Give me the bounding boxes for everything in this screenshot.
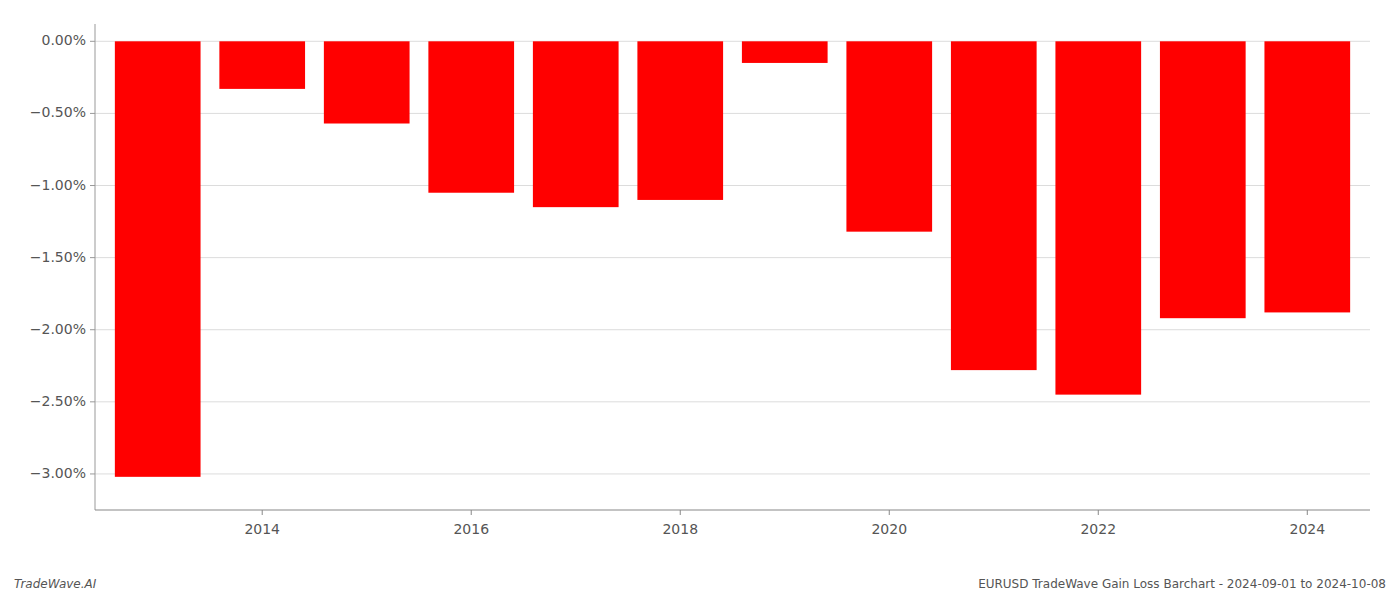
bar [533,41,619,207]
y-tick [90,41,95,42]
y-tick [90,257,95,258]
x-tick-label: 2014 [244,521,280,537]
x-tick [1098,510,1099,515]
y-tick-label: −1.00% [30,177,86,193]
grid-line [95,401,1370,402]
x-tick [1307,510,1308,515]
annotation: TradeWave.AI [14,577,97,591]
x-tick-label: 2018 [662,521,698,537]
x-tick-label: 2024 [1289,521,1325,537]
x-tick-label: 2022 [1080,521,1116,537]
y-tick-label: −0.50% [30,104,86,120]
x-tick-label: 2016 [453,521,489,537]
y-tick [90,185,95,186]
grid-line [95,329,1370,330]
bar [324,41,410,123]
y-tick-label: −3.00% [30,465,86,481]
bars [115,41,1350,477]
y-tick [90,401,95,402]
y-tick [90,329,95,330]
annotation: EURUSD TradeWave Gain Loss Barchart - 20… [978,577,1386,591]
bar [951,41,1037,370]
bar [219,41,305,89]
bar [846,41,932,231]
bar [742,41,828,63]
bar [428,41,514,192]
y-axis-line [95,24,96,510]
y-tick [90,113,95,114]
x-tick [262,510,263,515]
bar [115,41,201,477]
bar [1160,41,1246,318]
grid-line [95,473,1370,474]
y-tick-label: 0.00% [42,32,86,48]
y-axis: 0.00% −0.50% −1.00% −1.50% −2.00% −2.50% −3.00… [30,24,95,510]
background [0,0,1400,600]
y-tick [90,473,95,474]
y-tick-label: −2.00% [30,321,86,337]
bar [1055,41,1141,394]
x-axis-line [95,509,1370,510]
bar [637,41,723,200]
x-tick [680,510,681,515]
x-axis: 2014 2016 2018 2020 2022 2024 [95,510,1370,537]
bar [1264,41,1350,312]
x-tick-label: 2020 [871,521,907,537]
x-tick [471,510,472,515]
x-tick [889,510,890,515]
chart: 0.00% −0.50% −1.00% −1.50% −2.00% −2.50% −3.00… [0,0,1400,600]
y-tick-label: −1.50% [30,249,86,265]
grid [95,41,1370,474]
y-tick-label: −2.50% [30,393,86,409]
